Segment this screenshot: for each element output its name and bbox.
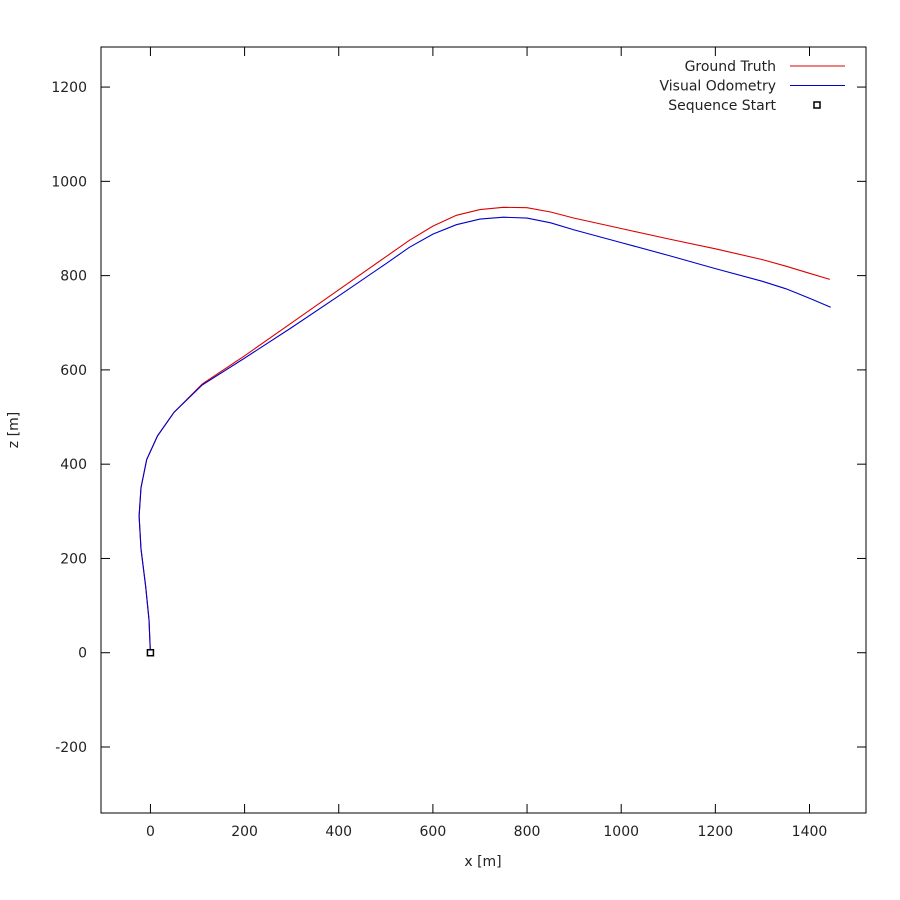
axis-ticks: 0 200 400 600 800 1000 1200 1400 -200 0 200 400 600 8… bbox=[51, 47, 866, 840]
x-tick-label: 400 bbox=[325, 824, 352, 840]
y-tick-label: 1200 bbox=[51, 80, 87, 96]
x-tick-label: 1200 bbox=[698, 824, 734, 840]
x-tick-label: 1000 bbox=[603, 824, 639, 840]
legend: Ground Truth Visual Odometry Sequence Star… bbox=[660, 59, 845, 114]
y-tick-label: 0 bbox=[78, 646, 87, 662]
legend-label: Ground Truth bbox=[685, 59, 776, 75]
x-tick-label: 600 bbox=[420, 824, 447, 840]
y-tick-label: -200 bbox=[55, 740, 87, 756]
x-tick-label: 0 bbox=[146, 824, 155, 840]
x-tick-label: 800 bbox=[514, 824, 541, 840]
series-layer bbox=[138, 206, 831, 653]
y-tick-label: 800 bbox=[60, 269, 87, 285]
y-tick-label: 400 bbox=[60, 457, 87, 473]
legend-label: Sequence Start bbox=[668, 98, 776, 114]
y-axis-label: z [m] bbox=[6, 412, 22, 448]
y-tick-label: 1000 bbox=[51, 174, 87, 190]
series-line-visual-odometry bbox=[138, 216, 831, 653]
legend-label: Visual Odometry bbox=[660, 79, 777, 95]
x-axis-label: x [m] bbox=[464, 854, 501, 870]
legend-marker bbox=[813, 101, 821, 109]
y-tick-label: 200 bbox=[60, 551, 87, 567]
x-tick-label: 200 bbox=[231, 824, 258, 840]
sequence-start-marker bbox=[146, 648, 155, 657]
marker-layer bbox=[146, 648, 155, 657]
series-line-ground-truth bbox=[138, 206, 830, 653]
plot-frame bbox=[100, 46, 867, 814]
y-tick-label: 600 bbox=[60, 363, 87, 379]
x-tick-label: 1400 bbox=[792, 824, 828, 840]
